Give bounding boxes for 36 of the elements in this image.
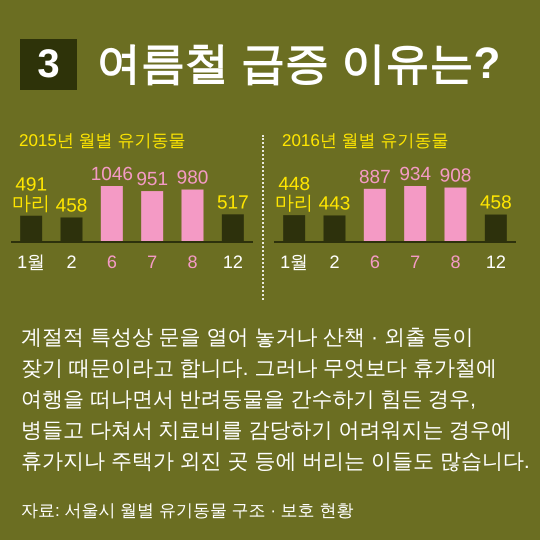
data-label: 908 — [440, 166, 472, 187]
data-label: 1046 — [90, 164, 133, 185]
text: 여름철 급증 이유는? — [97, 38, 500, 90]
bar — [444, 188, 466, 242]
x-tick-label: 12 — [222, 252, 243, 272]
x-tick-label: 1월 — [17, 252, 46, 272]
text: 3 — [20, 39, 77, 90]
x-tick-label: 12 — [486, 252, 506, 272]
data-label: 951 — [136, 169, 168, 190]
data-label: 980 — [176, 168, 208, 189]
data-label: 443 — [318, 193, 350, 214]
text: 계절적 특성상 문을 열어 놓거나 산책 · 외출 등이 잦기 때문이라고 합니다. 그러나 무엇보다 휴가철에 여행을 떠나면서 반려동물을 간수하기 힘든 경우, 병들고 다쳐서 치료비를 감당하기 어려워지는 경우에 휴가지나 주택가 외진 곳 등에 버리는 이들도 많습니다. — [21, 325, 530, 475]
data-label: 887 — [358, 166, 391, 188]
x-tick-label: 8 — [187, 252, 198, 272]
chart-title: 2015년 월별 유기동물 — [19, 131, 186, 150]
bar — [364, 188, 386, 242]
x-tick-label: 8 — [450, 252, 461, 272]
bar — [100, 186, 123, 242]
text: 자료: 서울시 월별 유기동물 구조 · 보호 현황 — [21, 500, 354, 522]
bar — [141, 191, 164, 242]
data-label: 491 마리 — [12, 174, 50, 215]
data-label: 448 마리 — [275, 174, 314, 214]
bar — [404, 186, 426, 242]
x-tick-label: 2 — [329, 252, 340, 272]
x-tick-label: 6 — [106, 252, 117, 272]
x-tick-label: 2 — [66, 252, 77, 272]
data-label: 458 — [56, 195, 88, 216]
data-label: 934 — [399, 164, 432, 185]
chart-title: 2016년 월별 유기동물 — [282, 131, 448, 150]
data-label: 517 — [216, 192, 249, 214]
x-tick-label: 7 — [147, 252, 158, 272]
data-label: 458 — [480, 192, 512, 214]
x-tick-label: 7 — [410, 252, 420, 272]
bar — [182, 190, 204, 242]
x-tick-label: 1월 — [280, 252, 308, 272]
x-tick-label: 6 — [370, 252, 380, 272]
